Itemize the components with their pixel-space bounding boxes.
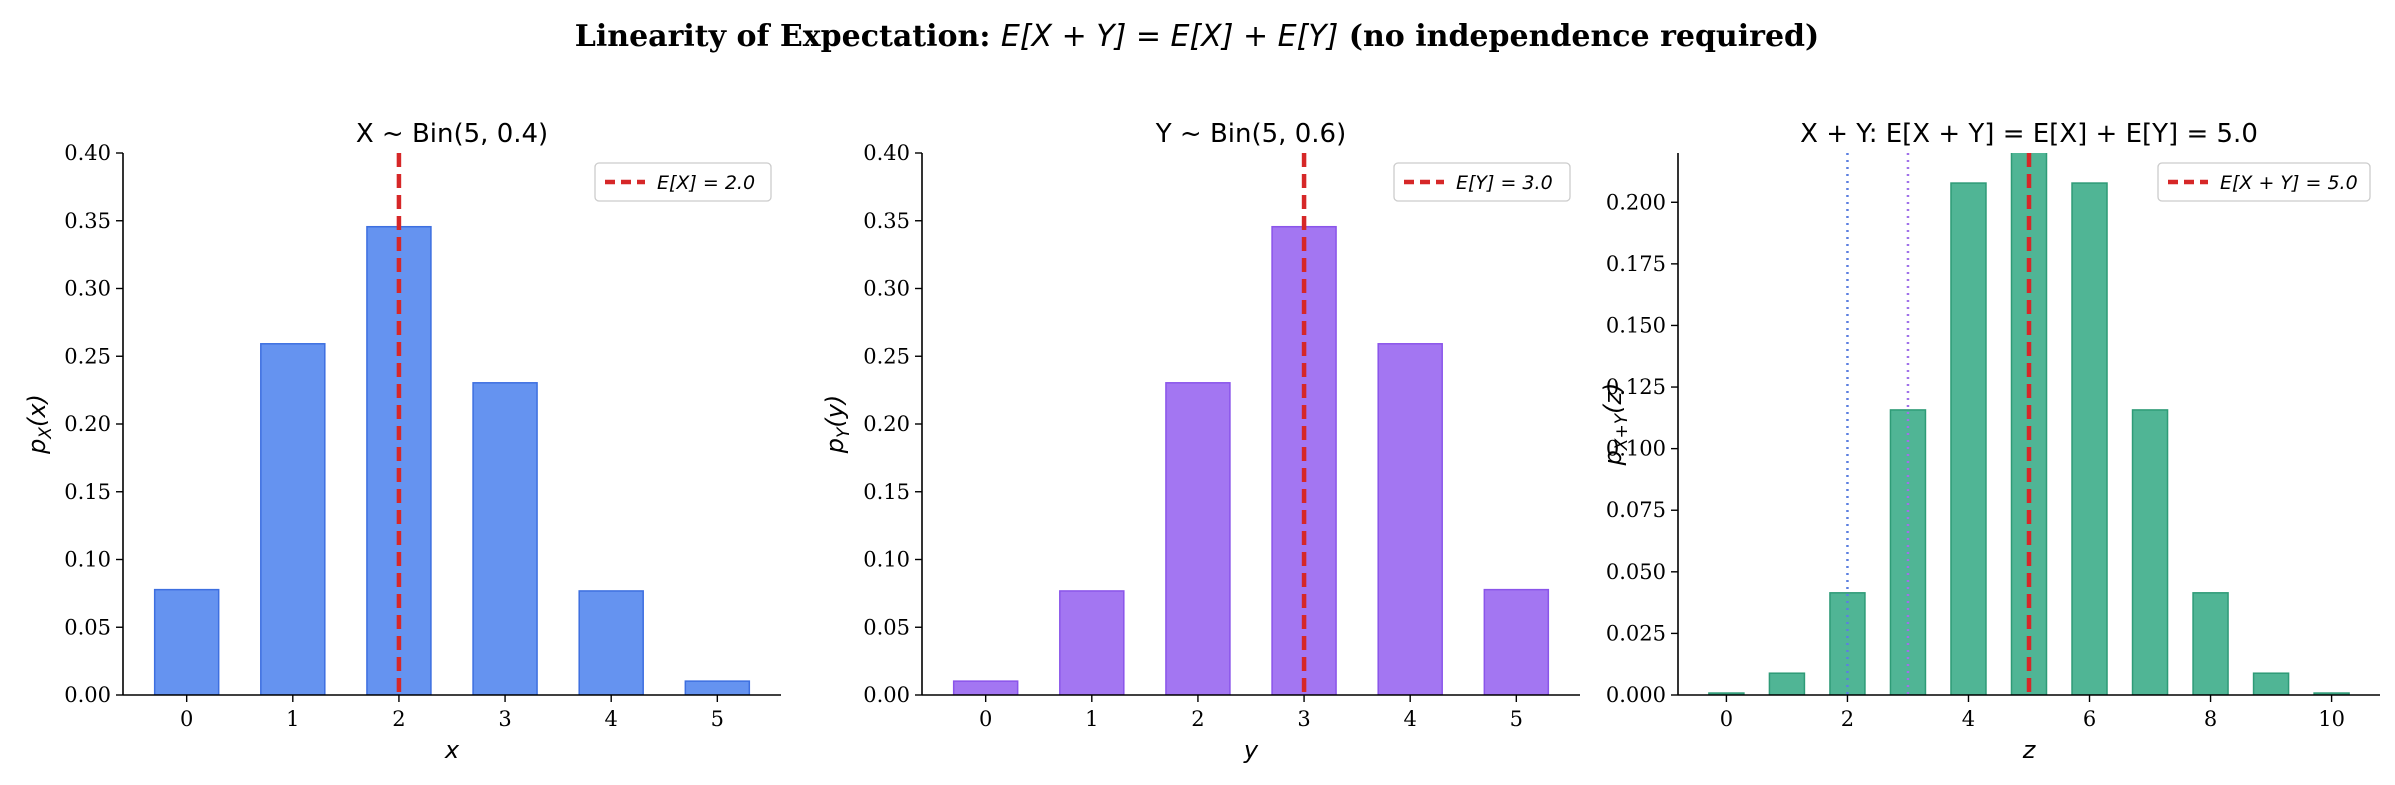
legend: E[X + Y] = 5.0	[2157, 162, 2371, 202]
y-axis-label: pY(y)	[821, 395, 854, 455]
y-axis-label-main: p	[821, 438, 849, 454]
y-tick-label: 0.200	[1606, 190, 1666, 214]
y-tick-label: 0.30	[64, 277, 111, 301]
y-tick-label: 0.075	[1606, 498, 1666, 522]
bar-5	[1483, 588, 1550, 695]
y-tick-label: 0.025	[1606, 621, 1666, 645]
y-axis-label-arg: (z)	[1599, 383, 1627, 414]
x-tick-label: 2	[1841, 707, 1854, 731]
y-tick-label: 0.100	[1606, 437, 1666, 461]
y-tick-label: 0.30	[863, 277, 910, 301]
y-tick-label: 0.40	[863, 141, 910, 165]
bars	[952, 225, 1550, 695]
bar-0	[952, 680, 1019, 695]
y-tick-label: 0.050	[1606, 560, 1666, 584]
bar-1	[1768, 672, 1806, 695]
chart-title: X + Y: E[X + Y] = E[X] + E[Y] = 5.0	[1800, 119, 2258, 149]
y-tick-label: 0.175	[1606, 252, 1666, 276]
legend-label: E[X] = 2.0	[657, 172, 755, 194]
y-axis-label-arg: (y)	[821, 395, 849, 428]
y-axis-label-main: p	[23, 439, 51, 455]
bars	[153, 225, 751, 695]
y-axis-label: pX+Y(z)	[1599, 383, 1632, 467]
y-tick-label: 0.35	[863, 209, 910, 233]
bar-0	[153, 588, 220, 695]
bar-4	[1377, 343, 1443, 695]
legend-label: E[Y] = 3.0	[1456, 172, 1553, 194]
chart-panel-2: 0.00 0.05 0.10 0.15 0.20 0.25 0.30 0.35 0.40 0 1 2 3…	[821, 119, 1580, 764]
x-tick-label: 4	[605, 707, 618, 731]
chart-title: X ~ Bin(5, 0.4)	[356, 119, 548, 149]
legend: E[X] = 2.0	[594, 162, 772, 202]
y-tick-label: 0.40	[64, 141, 111, 165]
figure-title-right: (no independence required)	[1338, 19, 1819, 54]
y-tick-label: 0.10	[863, 548, 910, 572]
x-tick-label: 2	[392, 707, 405, 731]
y-tick-label: 0.15	[863, 480, 910, 504]
chart-panel-3: 0.000 0.025 0.050 0.075 0.100 0.125 0.150 0.175…	[1599, 119, 2380, 764]
y-tick-label: 0.20	[863, 412, 910, 436]
legend-box	[1393, 162, 1571, 202]
x-tick-label: 2	[1191, 707, 1204, 731]
x-tick-label: 0	[1720, 707, 1733, 731]
bar-6	[2071, 182, 2108, 695]
x-tick-label: 3	[1297, 707, 1310, 731]
y-tick-label: 0.00	[863, 683, 910, 707]
figure-title-math: E[X + Y] = E[X] + E[Y]	[1001, 19, 1338, 54]
bar-8	[2192, 592, 2229, 695]
y-tick-label: 0.150	[1606, 313, 1666, 337]
x-tick-label: 3	[498, 707, 511, 731]
x-tick-label: 4	[1962, 707, 1975, 731]
y-tick-label: 0.000	[1606, 683, 1666, 707]
legend-box	[594, 162, 772, 202]
x-tick-label: 8	[2204, 707, 2217, 731]
y-axis-label-main: p	[1599, 450, 1627, 466]
y-tick-label: 0.25	[64, 344, 111, 368]
x-tick-label: 0	[180, 707, 193, 731]
x-axis-label: y	[1243, 736, 1259, 764]
bar-3	[472, 382, 538, 695]
y-axis-label-sub: X+Y	[1612, 412, 1632, 451]
y-tick-label: 0.35	[64, 209, 111, 233]
bar-1	[260, 343, 326, 695]
bar-7	[2131, 409, 2169, 695]
legend-label: E[X + Y] = 5.0	[2220, 172, 2358, 194]
bar-4	[1950, 182, 1987, 695]
legend: E[Y] = 3.0	[1393, 162, 1571, 202]
x-axis-label: z	[2022, 736, 2037, 764]
y-tick-label: 0.00	[64, 683, 111, 707]
y-axis-label-sub: X	[36, 427, 56, 440]
y-tick-label: 0.15	[64, 480, 111, 504]
x-tick-label: 4	[1404, 707, 1417, 731]
bar-1	[1059, 590, 1125, 695]
x-tick-label: 1	[286, 707, 299, 731]
bar-5	[684, 680, 751, 695]
x-tick-label: 0	[979, 707, 992, 731]
y-tick-label: 0.10	[64, 548, 111, 572]
x-tick-label: 5	[1510, 707, 1523, 731]
chart-title: Y ~ Bin(5, 0.6)	[1155, 119, 1346, 149]
x-tick-label: 5	[711, 707, 724, 731]
y-tick-label: 0.20	[64, 412, 111, 436]
legend-box	[2157, 162, 2371, 202]
y-axis-label-sub: Y	[834, 426, 854, 438]
chart-panel-1: 0.00 0.05 0.10 0.15 0.20 0.25 0.30 0.35 0.40 0 1 2 3…	[23, 119, 781, 764]
bar-2	[1165, 382, 1231, 695]
bar-9	[2252, 672, 2290, 695]
x-tick-label: 6	[2083, 707, 2096, 731]
figure-title-left: Linearity of Expectation:	[575, 19, 1001, 54]
figure-title: Linearity of Expectation: E[X + Y] = E[X…	[575, 19, 1819, 54]
y-tick-label: 0.05	[863, 615, 910, 639]
x-tick-label: 10	[2318, 707, 2345, 731]
x-tick-label: 1	[1085, 707, 1098, 731]
bar-4	[578, 590, 644, 695]
y-tick-label: 0.05	[64, 615, 111, 639]
x-axis-label: x	[444, 736, 460, 764]
y-axis-label: pX(x)	[23, 394, 56, 455]
y-axis-label-arg: (x)	[23, 394, 51, 427]
y-tick-label: 0.125	[1606, 375, 1666, 399]
y-tick-label: 0.25	[863, 344, 910, 368]
